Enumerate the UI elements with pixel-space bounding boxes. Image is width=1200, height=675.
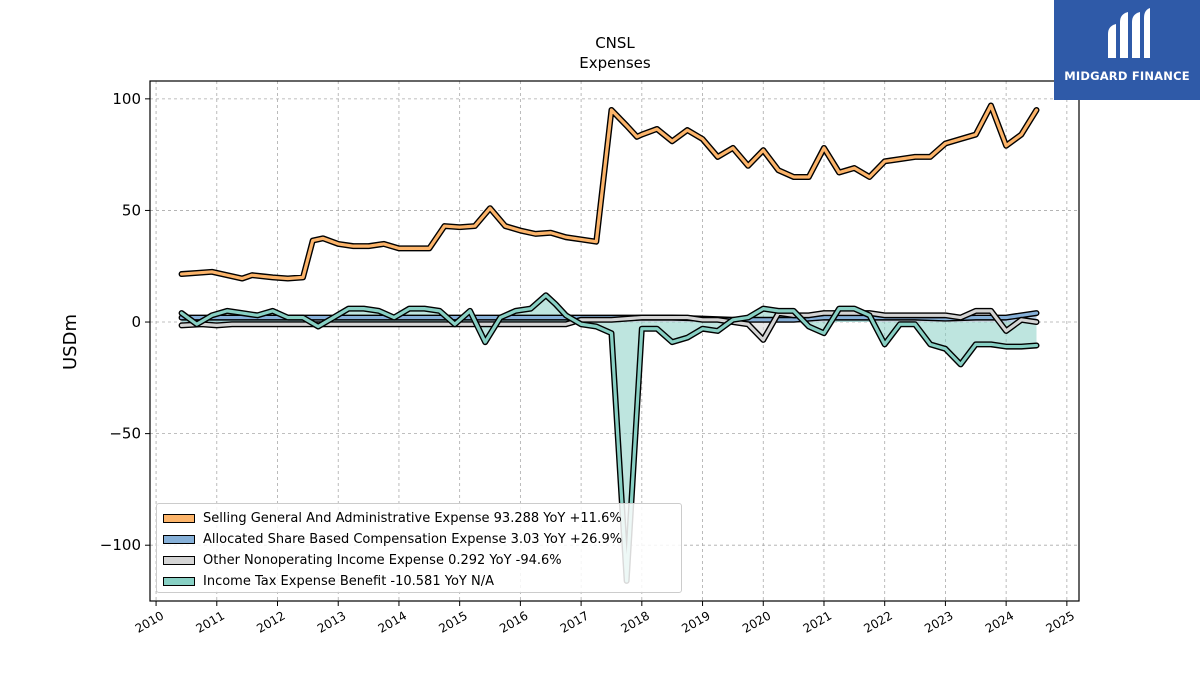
series-income-tax-line [179,293,1039,583]
brand-mark-icon [1108,8,1150,58]
legend-label-nonoperating: Other Nonoperating Income Expense 0.292 … [203,553,562,568]
legend-swatch-sga [163,514,195,523]
series-nonoperating-line [179,309,1039,342]
x-tick-label: 2015 [436,608,469,635]
chart-legend: Selling General And Administrative Expen… [156,503,682,593]
y-tick-label: −100 [100,536,141,554]
legend-label-sga: Selling General And Administrative Expen… [203,511,622,526]
x-tick-label: 2017 [558,608,591,635]
legend-swatch-share-comp [163,535,195,544]
brand-logo: MIDGARD FINANCE [1054,0,1200,100]
y-axis-label: USDm [60,314,81,370]
plot-frame [149,80,1080,602]
series-lines [178,102,1040,584]
y-tick-label: 0 [131,313,141,331]
legend-item-nonoperating: Other Nonoperating Income Expense 0.292 … [163,550,675,571]
legend-item-income-tax: Income Tax Expense Benefit -10.581 YoY N… [163,571,675,592]
legend-item-sga: Selling General And Administrative Expen… [163,508,675,529]
x-tick-label: 2025 [1044,608,1077,635]
x-tick-label: 2020 [740,608,773,635]
legend-label-share-comp: Allocated Share Based Compensation Expen… [203,532,623,547]
x-tick-label: 2011 [193,608,226,635]
legend-swatch-income-tax [163,577,195,586]
x-tick-label: 2019 [679,608,712,635]
legend-label-income-tax: Income Tax Expense Benefit -10.581 YoY N… [203,574,494,589]
legend-item-share-comp: Allocated Share Based Compensation Expen… [163,529,675,550]
x-tick-label: 2016 [497,608,530,635]
chart-title: CNSL [595,34,635,52]
x-tick-label: 2014 [376,608,409,635]
x-tick-label: 2018 [619,608,652,635]
y-tick-label: 50 [122,201,141,219]
series-sga-line [179,103,1039,281]
x-tick-label: 2013 [315,608,348,635]
x-tick-label: 2023 [922,608,955,635]
legend-swatch-nonoperating [163,556,195,565]
series-income-tax-area [181,295,1037,581]
x-tick-label: 2024 [983,608,1016,635]
brand-name: MIDGARD FINANCE [1064,69,1190,83]
x-tick-label: 2021 [801,608,834,635]
x-tick-label: 2022 [861,608,894,635]
y-tick-label: 100 [112,90,141,108]
chart-subtitle: Expenses [579,54,651,72]
x-tick-label: 2012 [254,608,287,635]
x-tick-label: 2010 [133,608,166,635]
y-tick-label: −50 [109,425,141,443]
